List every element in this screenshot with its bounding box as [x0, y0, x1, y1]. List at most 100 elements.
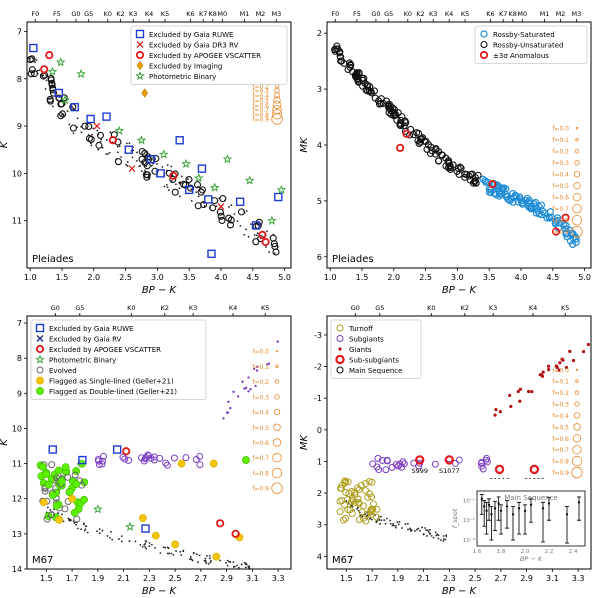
dot-seq90	[111, 538, 114, 541]
inset-errorbar	[511, 505, 515, 541]
ring-marker-to54	[336, 508, 344, 516]
f-value-marker	[571, 466, 583, 479]
f-value-label: f=0.2	[252, 379, 269, 386]
inset-x-tick-label: 1.8	[497, 549, 506, 555]
dot-marker-gi5	[527, 389, 531, 394]
ring-marker-legend2	[35, 344, 45, 354]
dot-seq98	[428, 533, 431, 535]
inset-x-tick-label: 2.0	[521, 549, 530, 555]
dot-seq152	[42, 74, 45, 77]
square-marker-flag22	[175, 136, 184, 145]
dot-seq70	[144, 169, 146, 172]
ring-marker-to10	[344, 506, 352, 514]
dot-seq59	[144, 546, 147, 548]
ring-marker-flag35	[258, 230, 267, 239]
ring-marker-sg19	[156, 454, 164, 462]
dot-marker-gi6	[568, 349, 572, 353]
x-tick-label: 2.5	[419, 273, 432, 282]
y-tick-label: 4	[317, 552, 322, 561]
inset-point	[490, 513, 493, 516]
dot-seq85	[254, 226, 257, 229]
ring-marker-seq180	[538, 211, 546, 219]
ring-marker-seq112	[468, 170, 476, 178]
x-tick-label: 1.5	[40, 574, 53, 583]
ring-marker-to53	[348, 487, 356, 495]
f-value-label: f=0.9	[552, 470, 569, 477]
dot-seq184	[50, 80, 52, 83]
legend-label: Flagged as Single-lined (Geller+21)	[49, 377, 174, 385]
star-marker-flag5	[55, 57, 66, 67]
dot-seq27	[75, 524, 78, 526]
ring-marker-seq159	[171, 170, 179, 178]
dot-marker-legend5	[36, 376, 44, 385]
dot-marker-flag3	[52, 501, 61, 510]
inset-point	[497, 502, 500, 505]
cluster-label: Pleiades	[32, 254, 74, 265]
ring-marker-seq207	[30, 70, 38, 78]
inset-errorbar	[487, 498, 491, 521]
dot-seq193	[228, 206, 230, 208]
dot-seq158	[91, 133, 93, 136]
dot-marker-flag18	[177, 459, 186, 468]
spectral-type-label: K2	[461, 304, 469, 312]
legend-box	[30, 319, 207, 400]
legend-label: Sub-subgiants	[349, 356, 399, 364]
dot-seq209	[224, 199, 226, 202]
ring-marker-seq222	[27, 70, 35, 78]
ring-marker-seq220	[551, 220, 559, 228]
dot-seq87	[109, 536, 111, 539]
f-value-marker	[573, 412, 581, 419]
dot-marker-to42	[72, 480, 81, 488]
f-value-marker	[573, 181, 581, 190]
dot-seq91	[361, 515, 364, 518]
ring-marker-seq0	[151, 167, 159, 175]
y-tick-label: 0	[317, 426, 322, 435]
f-value-marker	[275, 364, 279, 369]
ring-marker-sg28	[398, 463, 406, 471]
dot-seq12	[73, 522, 76, 524]
dot-seq13	[209, 557, 211, 560]
spectral-type-label: K2	[161, 304, 169, 312]
dot-seq108	[356, 507, 358, 510]
panel-pleiades-k: 1.0 1.5 2.0 2.5 3.0 3.5 4.0 4.5 5.0 7 8 9 10 11 F0 F5 G0…	[0, 10, 292, 296]
dot-seq60	[208, 555, 211, 557]
dot-seq199	[80, 131, 83, 134]
dot-seq16	[72, 132, 75, 135]
ring-marker-flag1	[40, 65, 49, 74]
x-tick-label: 1.7	[366, 574, 379, 583]
ring-marker-seq198	[461, 173, 469, 181]
dot-seq178	[32, 57, 35, 60]
y-tick-label: 8	[17, 75, 22, 84]
dot-seq38	[265, 246, 267, 248]
ring-marker-seq187	[518, 199, 526, 207]
ring-marker-to52	[336, 497, 344, 505]
dot-seq114	[442, 538, 445, 540]
square-marker-legend0	[135, 29, 145, 39]
spectral-type-label: K7	[499, 10, 507, 18]
dot-seq104	[245, 562, 247, 565]
x-tick-label: 3.1	[546, 574, 559, 583]
dot-seq121	[245, 210, 248, 212]
dot-marker-flag17	[171, 540, 179, 549]
f-value-label: f=0.5	[252, 98, 269, 105]
dot-giant1	[249, 388, 252, 391]
dot-marker-gi9	[581, 350, 586, 354]
f-value-label: f=0.2	[552, 390, 569, 397]
ring-marker-legend1	[480, 40, 488, 49]
dot-seq61	[437, 537, 440, 540]
ring-marker-to48	[342, 514, 350, 522]
dot-marker-gi25	[539, 373, 543, 377]
dot-seq51	[207, 562, 210, 565]
y-tick-label: 10	[12, 424, 22, 433]
ring-marker-sg24	[144, 451, 152, 459]
x-tick-label: 3.5	[483, 273, 496, 282]
dot-seq49	[148, 545, 151, 548]
y-tick-label: 2	[317, 29, 322, 38]
dot-seq191	[120, 156, 123, 158]
ring-marker-seq132	[96, 131, 104, 139]
ring-marker-seq73	[362, 86, 370, 94]
dot-seq46	[226, 559, 229, 562]
dot-seq44	[61, 513, 63, 516]
dot-seq105	[375, 521, 378, 524]
dot-seq61	[100, 138, 103, 141]
